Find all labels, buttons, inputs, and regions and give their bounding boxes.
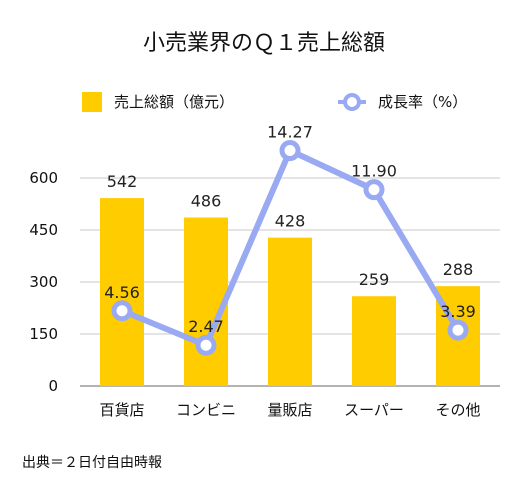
x-category-label: 量販店 <box>267 401 312 419</box>
line-labels: 4.56 2.47 14.27 11.90 3.39 <box>104 123 476 337</box>
legend-label-bar: 売上総額（億元） <box>114 93 234 111</box>
legend: 売上総額（億元） 成長率（%） <box>82 92 467 112</box>
line-value-label: 2.47 <box>188 317 224 336</box>
line-value-label: 4.56 <box>104 283 140 302</box>
x-category-label: コンビニ <box>176 401 236 419</box>
y-axis: 0 150 300 450 600 <box>29 169 58 395</box>
line-value-label: 3.39 <box>440 302 476 321</box>
line-value-label: 14.27 <box>267 123 313 142</box>
line-marker <box>111 300 133 322</box>
chart-title: 小売業界のＱ１売上総額 <box>143 31 385 56</box>
line-marker <box>195 334 217 356</box>
bar <box>352 296 396 386</box>
legend-swatch-bar <box>82 92 102 112</box>
x-category-label: スーパー <box>344 401 404 419</box>
bar <box>268 237 312 386</box>
x-axis: 百貨店 コンビニ 量販店 スーパー その他 <box>99 401 480 419</box>
bar <box>100 198 144 386</box>
x-category-label: 百貨店 <box>99 401 144 419</box>
legend-label-line: 成長率（%） <box>378 93 467 111</box>
bar-value-label: 259 <box>359 270 390 289</box>
bar-value-label: 428 <box>275 212 306 231</box>
source-note: 出典＝２日付自由時報 <box>22 455 162 471</box>
bar-labels: 542 486 428 259 288 <box>107 172 474 289</box>
bar-value-label: 288 <box>443 260 474 279</box>
growth-line <box>111 140 469 356</box>
bar-value-label: 486 <box>191 192 222 211</box>
line-marker <box>279 140 301 162</box>
y-tick-label: 0 <box>48 377 58 395</box>
legend-swatch-marker <box>343 93 361 111</box>
line-value-label: 11.90 <box>351 162 397 181</box>
x-category-label: その他 <box>435 401 480 419</box>
y-tick-label: 600 <box>29 169 58 187</box>
y-tick-label: 150 <box>29 325 58 343</box>
bar-value-label: 542 <box>107 172 138 191</box>
bar <box>184 217 228 386</box>
line-marker <box>363 179 385 201</box>
line-marker <box>447 319 469 341</box>
y-tick-label: 450 <box>29 221 58 239</box>
y-tick-label: 300 <box>29 273 58 291</box>
bars <box>100 198 480 386</box>
